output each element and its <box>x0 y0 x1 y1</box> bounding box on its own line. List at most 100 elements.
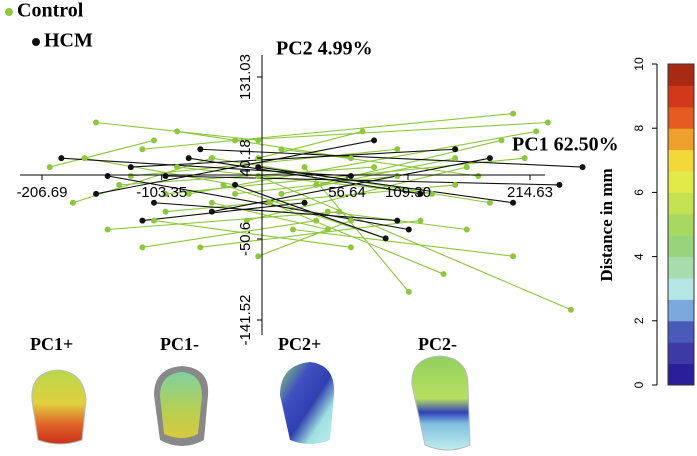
shape-pc2-minus <box>411 355 471 451</box>
point <box>162 190 169 197</box>
pair-line <box>211 202 328 231</box>
pair-line <box>49 139 155 168</box>
point <box>220 181 227 188</box>
shape-pc2-plus <box>280 362 335 444</box>
point <box>150 199 157 206</box>
pair-line <box>95 139 375 195</box>
point <box>313 181 320 188</box>
colorbar-swatch <box>668 64 694 86</box>
pair-line <box>246 166 467 222</box>
colorbar-swatch <box>668 213 694 236</box>
point <box>544 119 551 126</box>
point <box>394 217 401 224</box>
point <box>208 155 215 162</box>
point <box>324 226 331 233</box>
legend-label: Control <box>17 0 84 22</box>
point <box>266 199 273 206</box>
point <box>289 226 296 233</box>
point <box>150 137 157 144</box>
point <box>510 110 517 117</box>
colorbar-tick-label: 10 <box>632 57 646 71</box>
pair-line <box>130 148 456 168</box>
point <box>104 226 111 233</box>
pair-line <box>269 202 444 275</box>
colorbar-swatch <box>668 85 694 108</box>
point <box>185 190 192 197</box>
pair-line <box>200 220 421 248</box>
point <box>405 226 412 233</box>
point <box>510 199 517 206</box>
pair-line <box>107 175 409 231</box>
pair-line <box>281 157 456 195</box>
point <box>162 208 169 215</box>
pair-line <box>84 157 236 186</box>
point <box>463 226 470 233</box>
point <box>567 306 574 313</box>
colorbar-swatch <box>668 256 694 279</box>
pair-line <box>188 157 421 195</box>
point <box>139 217 146 224</box>
colorbar-swatch <box>668 342 694 365</box>
colorbar-tick-label: 4 <box>632 253 646 260</box>
colorbar-tick-label: 6 <box>632 189 646 196</box>
point <box>452 146 459 153</box>
point <box>58 155 65 162</box>
point <box>394 146 401 153</box>
point <box>255 172 262 179</box>
colorbar-tick-label: 2 <box>632 317 646 324</box>
pair-line <box>153 220 351 248</box>
point <box>81 155 88 162</box>
pair-line <box>142 113 514 150</box>
point <box>347 155 354 162</box>
point <box>278 146 285 153</box>
point <box>417 190 424 197</box>
y-axis-label: PC2 4.99% <box>276 38 373 60</box>
colorbar-swatch <box>668 235 694 258</box>
colorbar-swatch <box>668 278 694 300</box>
point <box>347 244 354 251</box>
point <box>46 164 53 171</box>
pair-line <box>316 139 502 186</box>
point <box>336 208 343 215</box>
point <box>278 190 285 197</box>
pair-line <box>165 175 560 186</box>
point <box>208 199 215 206</box>
colorbar-swatch <box>668 128 694 151</box>
point <box>359 128 366 135</box>
y-tick-label: -50.6 <box>237 222 254 256</box>
pair-line <box>107 211 340 231</box>
colorbar-label: Distance in mm <box>597 168 616 281</box>
point <box>533 128 540 135</box>
point <box>486 199 493 206</box>
shapes <box>31 355 471 451</box>
colorbar-swatch <box>668 320 694 343</box>
point <box>417 217 424 224</box>
shape-pc1-minus <box>160 372 202 438</box>
colorbar-swatch <box>668 299 694 322</box>
colorbar-tick-label: 8 <box>632 125 646 132</box>
pair-line <box>258 175 572 311</box>
pair-line <box>119 166 375 186</box>
point <box>255 164 262 171</box>
point <box>301 164 308 171</box>
point <box>382 235 389 242</box>
point <box>232 190 239 197</box>
pair-line <box>200 148 583 168</box>
point <box>139 244 146 251</box>
point <box>521 155 528 162</box>
point <box>255 253 262 260</box>
plot-area: -206.69 -103.35 56.64 109.30 214.63 131.03 40.… <box>17 54 586 345</box>
point <box>174 128 181 135</box>
point <box>498 137 505 144</box>
pair-line <box>223 184 386 239</box>
shape-pc1-plus <box>31 369 87 445</box>
pair-line <box>304 166 410 293</box>
point <box>428 190 435 197</box>
point <box>452 155 459 162</box>
point <box>174 164 181 171</box>
shape-label: PC2+ <box>278 334 321 354</box>
y-tick-label: -141.52 <box>237 295 254 346</box>
point <box>313 217 320 224</box>
colorbar-swatch <box>668 363 694 386</box>
